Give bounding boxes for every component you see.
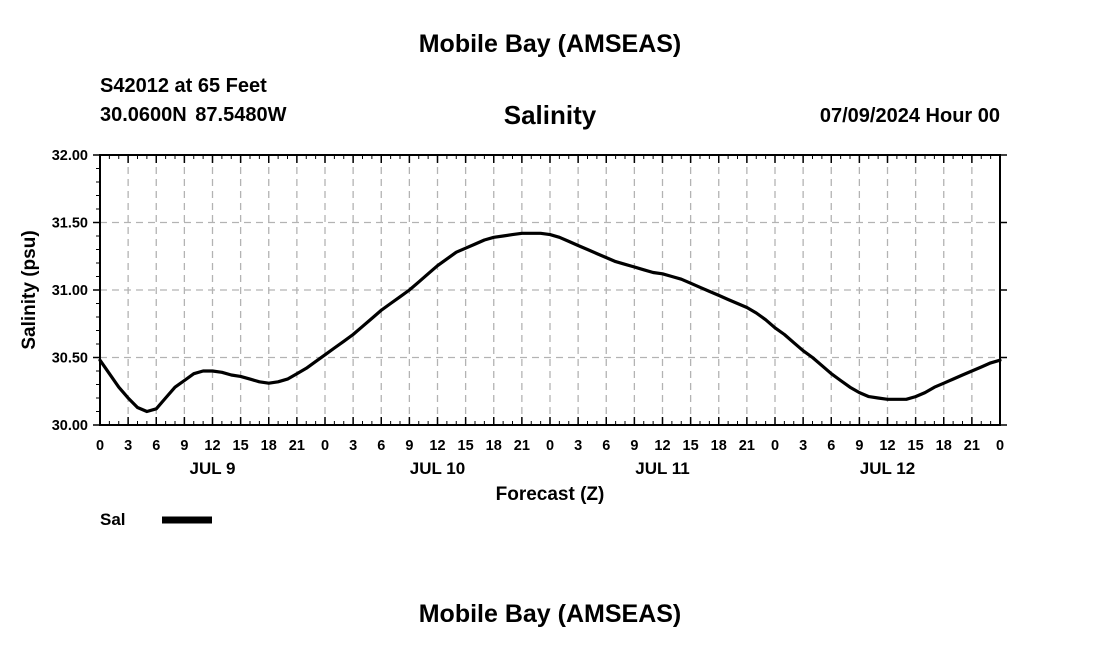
x-axis-tick-labels: 0 3 6 9 12 15 18 21 0 3 6 9 12 15 18 21 0 3 6 9 12 15 18 21 0 3 6 9… (96, 438, 1004, 454)
x-tick-label: 15 (458, 438, 474, 454)
x-tick-label: 0 (96, 438, 104, 454)
x-tick-label: 21 (964, 438, 980, 454)
x-tick-label: 9 (630, 438, 638, 454)
x-tick-label: 15 (683, 438, 699, 454)
y-tick-label: 30.00 (52, 418, 88, 434)
page-title: Mobile Bay (AMSEAS) (418, 30, 682, 58)
y-axis-tick-labels: 30.00 30.50 31.00 31.50 32.00 (52, 148, 88, 434)
x-tick-label: 21 (739, 438, 755, 454)
x-tick-label: 0 (321, 438, 329, 454)
series-layer (98, 231, 1002, 414)
plot-frame (99, 154, 1001, 426)
grid-lines (100, 155, 1000, 425)
x-tick-label: 3 (799, 438, 807, 454)
chart-title: Salinity (503, 100, 597, 130)
x-tick-label: 3 (574, 438, 582, 454)
x-tick-label: 12 (429, 438, 445, 454)
x-axis-label: Forecast (Z) (496, 484, 605, 505)
x-tick-label: 18 (711, 438, 727, 454)
x-tick-label: 12 (879, 438, 895, 454)
x-tick-label: 6 (152, 438, 160, 454)
x-tick-label: 12 (204, 438, 220, 454)
x-tick-label: 9 (855, 438, 863, 454)
coordinates-label: 30.0600N 87.5480W (100, 104, 287, 126)
x-tick-label: 6 (377, 438, 385, 454)
x-tick-label: 0 (771, 438, 779, 454)
x-tick-label: 18 (486, 438, 502, 454)
x-tick-label: 15 (908, 438, 924, 454)
x-tick-label: 0 (546, 438, 554, 454)
x-tick-label: 15 (233, 438, 249, 454)
y-tick-label: 31.00 (52, 283, 88, 299)
y-tick-label: 30.50 (52, 351, 88, 367)
y-axis-label: Salinity (psu) (19, 230, 40, 349)
x-tick-label: 9 (405, 438, 413, 454)
x-tick-label: 0 (996, 438, 1004, 454)
footer-title: Mobile Bay (AMSEAS) (418, 600, 682, 628)
legend-label-sal: Sal (100, 510, 126, 529)
x-tick-label: 18 (261, 438, 277, 454)
x-tick-label: 21 (514, 438, 530, 454)
x-tick-label: 6 (602, 438, 610, 454)
x-tick-label: 12 (654, 438, 670, 454)
x-tick-label: 3 (124, 438, 132, 454)
series-line-sal (98, 231, 1002, 414)
x-tick-label: 18 (936, 438, 952, 454)
day-label: JUL 10 (410, 459, 465, 478)
x-tick-label: 21 (289, 438, 305, 454)
day-labels: JUL 9 JUL 10 JUL 11 JUL 12 (190, 459, 916, 478)
day-label: JUL 11 (635, 459, 690, 478)
x-tick-label: 6 (827, 438, 835, 454)
y-tick-label: 32.00 (52, 148, 88, 164)
day-label: JUL 12 (860, 459, 915, 478)
legend: Sal (100, 510, 212, 529)
forecast-datetime: 07/09/2024 Hour 00 (819, 105, 1000, 127)
day-label: JUL 9 (190, 459, 236, 478)
x-tick-label: 3 (349, 438, 357, 454)
x-tick-label: 9 (180, 438, 188, 454)
y-tick-label: 31.50 (52, 216, 88, 232)
station-label: S42012 at 65 Feet (100, 75, 267, 97)
